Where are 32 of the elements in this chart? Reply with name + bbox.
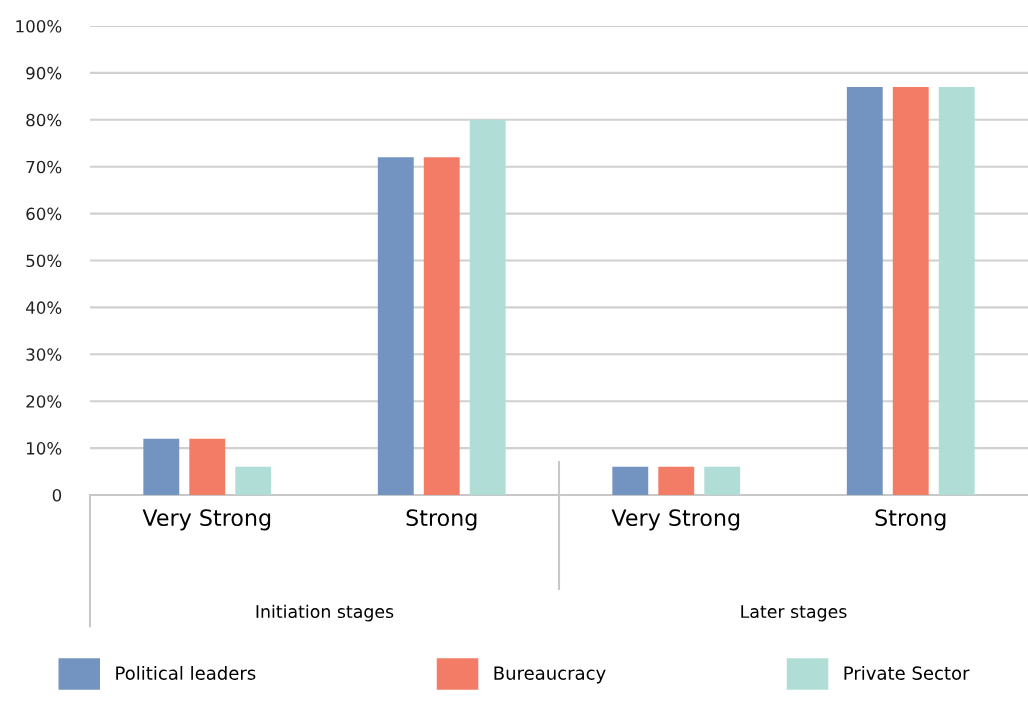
y-tick-label: 10%	[27, 442, 62, 455]
text: Initiation stages	[256, 604, 394, 622]
bar	[377, 157, 414, 495]
y-tick-label: 90%	[26, 66, 62, 80]
bar	[846, 86, 883, 495]
legend-label: Political leaders	[116, 665, 256, 680]
y-tick-label: 100%	[16, 19, 62, 33]
y-tick-label: 20%	[26, 395, 62, 408]
x-tick-label: Very Strong	[142, 509, 271, 531]
y-tick-label: 80%	[26, 113, 62, 127]
bar	[938, 86, 975, 495]
bar	[235, 466, 272, 495]
bar	[612, 466, 649, 495]
y-tick-label: 60%	[26, 207, 62, 221]
text: Later stages	[741, 605, 847, 622]
bar	[423, 157, 460, 495]
y-tick-label: 40%	[25, 301, 62, 314]
bar	[704, 466, 741, 495]
y-tick-label: 70%	[26, 160, 62, 174]
x-tick-label: Strong	[406, 509, 477, 531]
legend-label: Bureaucracy	[494, 666, 606, 684]
y-tick-label: 30%	[26, 348, 62, 361]
bar	[658, 466, 695, 495]
bar	[892, 86, 929, 495]
y-tick-label: 50%	[26, 254, 62, 268]
bar	[189, 438, 226, 495]
bar	[469, 119, 506, 495]
bar	[143, 438, 180, 495]
legend-label: Private Sector	[844, 665, 970, 680]
x-tick-label: Very Strong	[611, 509, 740, 531]
y-tick-label: 0	[52, 488, 62, 502]
x-tick-label: Strong	[875, 509, 946, 531]
